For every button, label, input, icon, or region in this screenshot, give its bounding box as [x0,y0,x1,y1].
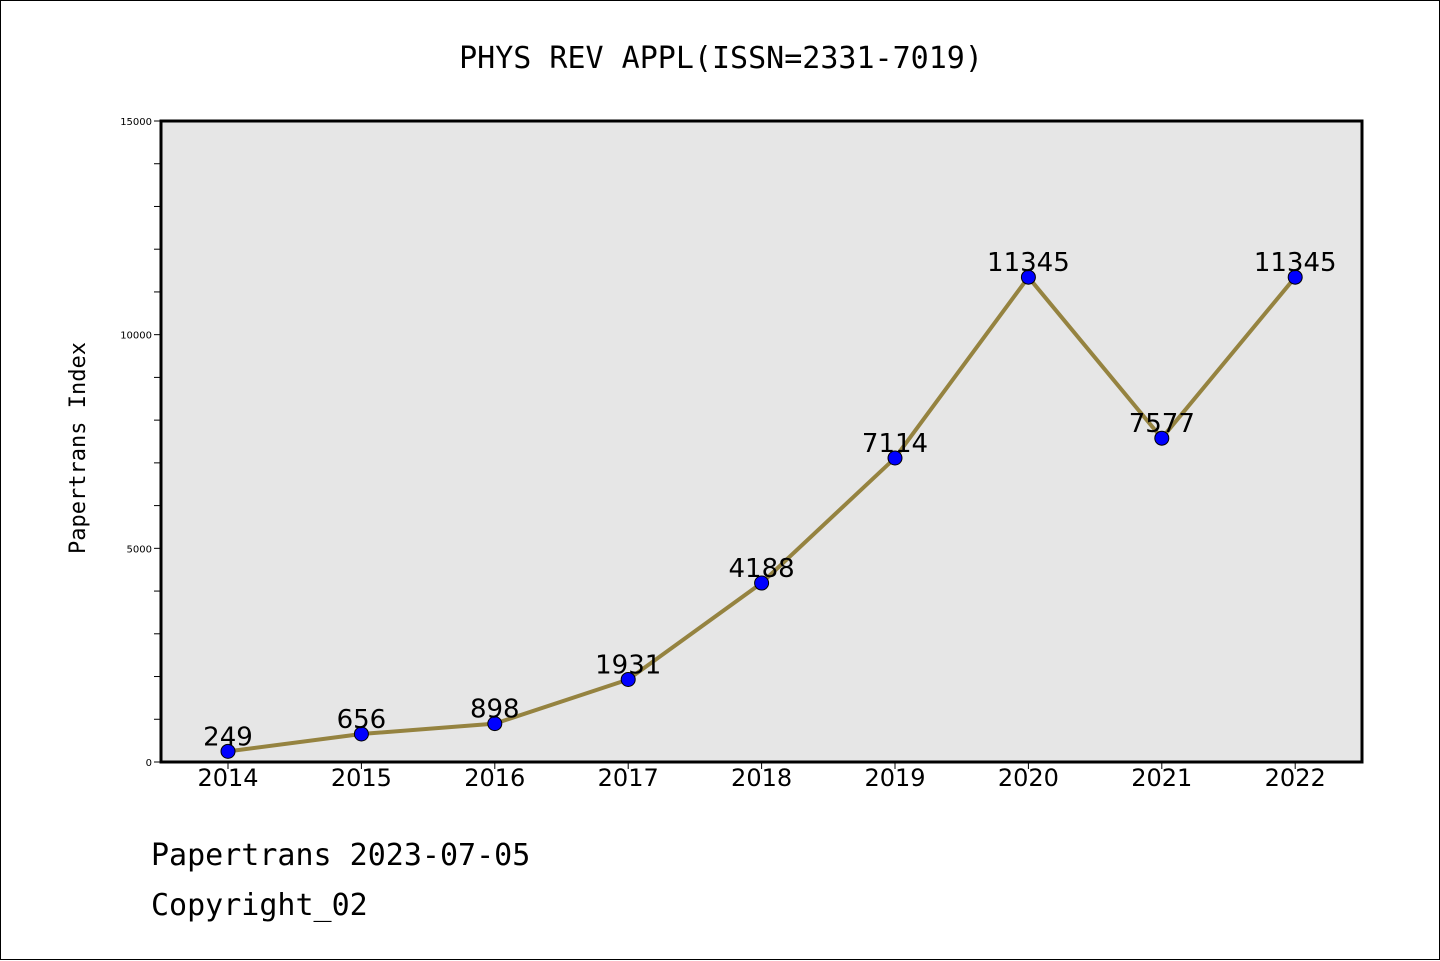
x-tick-label: 2020 [998,764,1059,792]
data-point [887,450,903,466]
x-tick-label: 2019 [864,764,925,792]
x-tick-label: 2018 [731,764,792,792]
data-label: 11345 [1254,248,1337,278]
x-tick-label: 2017 [598,764,659,792]
x-tick-label: 2016 [464,764,525,792]
y-axis-label: Papertrans Index [66,342,91,554]
data-label: 249 [203,722,253,752]
data-label: 4188 [729,554,795,584]
footer-date: Papertrans 2023-07-05 [151,838,530,873]
data-point [620,671,636,687]
data-label: 7577 [1129,409,1195,439]
data-point [220,743,236,759]
plot-area [161,121,1362,762]
plot-border [159,119,1364,764]
x-tick-label: 2021 [1131,764,1192,792]
x-axis-ticks: 2014 2015 2016 2017 2018 2019 2020 2021 2022 [197,762,1326,792]
data-label: 898 [470,695,520,725]
data-label: 1931 [595,650,661,680]
data-point [487,716,503,732]
y-tick-label: 5000 [127,544,152,555]
data-label: 656 [337,705,387,735]
y-tick-label: 10000 [120,331,152,342]
data-point [353,726,369,742]
data-label: 11345 [987,248,1070,278]
series-markers [220,269,1303,759]
y-tick-label: 15000 [120,117,152,128]
footer-copyright: Copyright_02 [151,888,368,923]
x-tick-label: 2022 [1265,764,1326,792]
y-axis-ticks: 0 5000 10000 15000 [120,117,161,769]
x-tick-label: 2015 [331,764,392,792]
data-point [1154,430,1170,446]
data-labels: 249 656 898 1931 4188 7114 11345 7577 11345 [203,248,1336,752]
x-tick-label: 2014 [197,764,258,792]
data-label: 7114 [862,429,928,459]
data-point [754,575,770,591]
data-point [1020,269,1036,285]
data-point [1287,269,1303,285]
chart-title: PHYS REV APPL(ISSN=2331-7019) [459,41,983,76]
y-tick-label: 0 [146,758,152,769]
